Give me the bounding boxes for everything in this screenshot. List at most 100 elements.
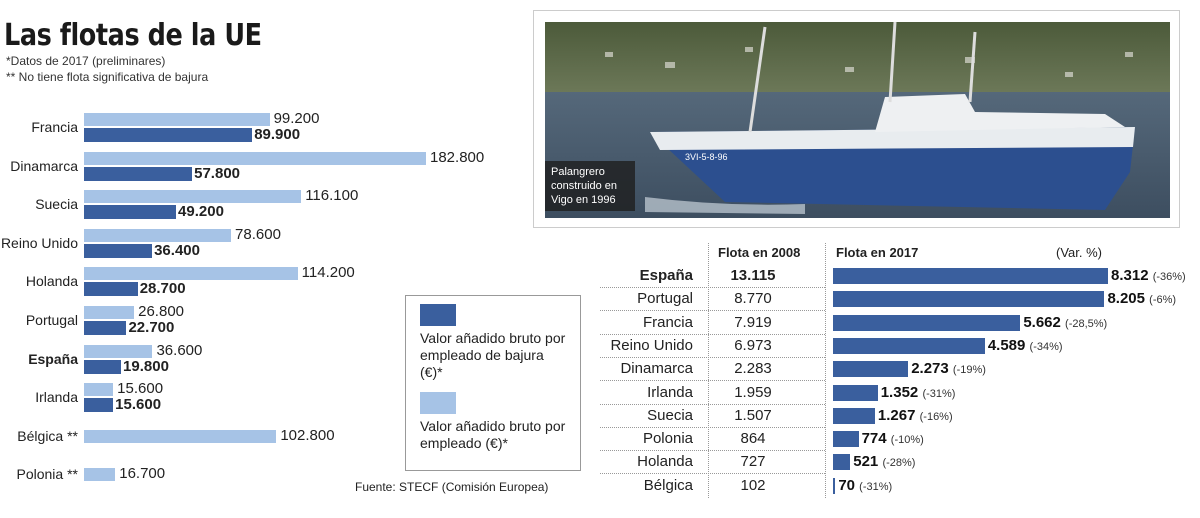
value-label-dark: 49.200 (178, 203, 224, 221)
value-var: (-19%) (952, 364, 986, 377)
value-label: 8.205 (-6%) (1107, 290, 1176, 307)
value-var: (-16%) (919, 410, 953, 423)
bar-dark (84, 398, 114, 413)
value-label-light: 15.600 (117, 380, 164, 398)
legend-swatch-light (420, 392, 456, 414)
country-label: España (28, 350, 78, 367)
bar-light (84, 306, 135, 319)
value-label-dark: 89.900 (254, 126, 301, 143)
value-label: 1.352 (-31%) (881, 384, 956, 401)
bar-dark (84, 359, 122, 374)
flota-2008-value: 727 (740, 453, 766, 471)
flota-2008-value: 864 (740, 430, 766, 448)
country-label: Bélgica (643, 476, 693, 494)
value-number: 8.312 (1111, 267, 1149, 284)
country-label: Portugal (637, 290, 693, 308)
value-label-light: 26.800 (138, 303, 185, 320)
value-number: 1.267 (877, 406, 916, 424)
country-label: Portugal (25, 312, 78, 328)
country-label: Dinamarca (620, 360, 693, 378)
legend-swatch-dark (420, 304, 456, 326)
country-label: Irlanda (35, 389, 78, 406)
source-note: Fuente: STECF (Comisión Europea) (355, 480, 549, 494)
bar-flota-2017 (833, 454, 851, 471)
flota-2008-value: 102 (740, 476, 766, 494)
value-number: 774 (861, 430, 887, 448)
flota-2008-value: 6.973 (734, 336, 772, 354)
row-divider (600, 356, 825, 358)
value-label: 2.273 (-19%) (911, 360, 986, 377)
row-divider (600, 473, 825, 475)
row-divider (600, 287, 825, 288)
country-label: Dinamarca (10, 157, 78, 174)
photo-boat: 3VI-5-8-96 Palangrero construido en Vigo… (533, 10, 1180, 228)
bar-light (84, 267, 298, 281)
header-flota-2008: Flota en 2008 (718, 245, 801, 260)
value-label: 1.267 (-16%) (878, 407, 953, 424)
bar-dark (84, 128, 253, 142)
value-var: (-28,5%) (1065, 317, 1108, 330)
boat-image: 3VI-5-8-96 (545, 22, 1170, 218)
value-var: (-10%) (890, 434, 924, 447)
value-label: 5.662 (-28,5%) (1023, 314, 1107, 331)
divider (708, 243, 709, 498)
bar-flota-2017 (833, 268, 1108, 284)
bar-flota-2017 (833, 431, 859, 448)
bar-light (84, 151, 426, 165)
note-preliminary: *Datos de 2017 (preliminares) (6, 54, 166, 68)
bar-light (84, 429, 277, 443)
value-number: 1.352 (880, 383, 919, 401)
value-label-light: 116.100 (305, 187, 359, 205)
value-number: 2.273 (911, 360, 949, 378)
flota-2008-value: 8.770 (734, 290, 772, 308)
legend: Valor añadido bruto por empleado de baju… (405, 295, 581, 471)
bar-flota-2017 (833, 291, 1105, 308)
bar-dark (84, 166, 193, 181)
photo-caption: Palangrero construido en Vigo en 1996 (545, 161, 635, 211)
value-label: 70 (-31%) (838, 477, 892, 494)
bar-flota-2017 (833, 314, 1021, 331)
note-bajura: ** No tiene flota significativa de bajur… (6, 70, 209, 84)
row-divider (600, 333, 825, 335)
country-label: Francia (31, 119, 78, 135)
bar-light (84, 468, 116, 482)
value-var: (-36%) (1152, 271, 1186, 283)
value-var: (-31%) (922, 387, 956, 400)
value-label: 774 (-10%) (862, 430, 924, 447)
value-label-light: 102.800 (280, 426, 335, 444)
value-label-dark: 36.400 (154, 241, 200, 259)
flota-2008-value: 1.959 (734, 383, 772, 401)
country-label: Reino Unido (0, 234, 78, 251)
bar-flota-2017 (833, 361, 909, 378)
row-divider (600, 403, 825, 405)
page-title: Las flotas de la UE (4, 18, 262, 53)
value-label-light: 16.700 (119, 465, 166, 483)
value-number: 5.662 (1023, 313, 1061, 331)
bar-flota-2017 (833, 384, 878, 401)
country-label: Francia (642, 313, 693, 331)
value-label-light: 99.200 (273, 110, 320, 127)
value-label-light: 114.200 (301, 264, 355, 282)
flota-2008-value: 1.507 (734, 406, 772, 424)
value-var: (-34%) (1029, 340, 1063, 353)
header-flota-2017: Flota en 2017 (836, 245, 919, 260)
bar-light (84, 344, 153, 358)
value-label: 8.312 (-36%) (1111, 267, 1186, 284)
row-divider (600, 450, 825, 452)
flota-2008-value: 7.919 (734, 313, 772, 331)
bar-flota-2017 (833, 477, 836, 494)
country-label: Polonia (642, 430, 693, 448)
country-label: España (639, 267, 693, 284)
bar-flota-2017 (833, 337, 985, 354)
value-var: (-31%) (859, 480, 893, 493)
value-number: 8.205 (1107, 290, 1145, 308)
value-label-light: 78.600 (235, 225, 281, 243)
bar-flota-2017 (833, 407, 875, 424)
value-label-light: 182.800 (430, 148, 485, 166)
bar-dark (84, 243, 153, 258)
row-divider (600, 380, 825, 382)
value-label: 4.589 (-34%) (988, 337, 1063, 354)
bar-light (84, 113, 270, 126)
country-label: Bélgica ** (17, 427, 78, 444)
flota-2008-value: 13.115 (730, 267, 776, 284)
